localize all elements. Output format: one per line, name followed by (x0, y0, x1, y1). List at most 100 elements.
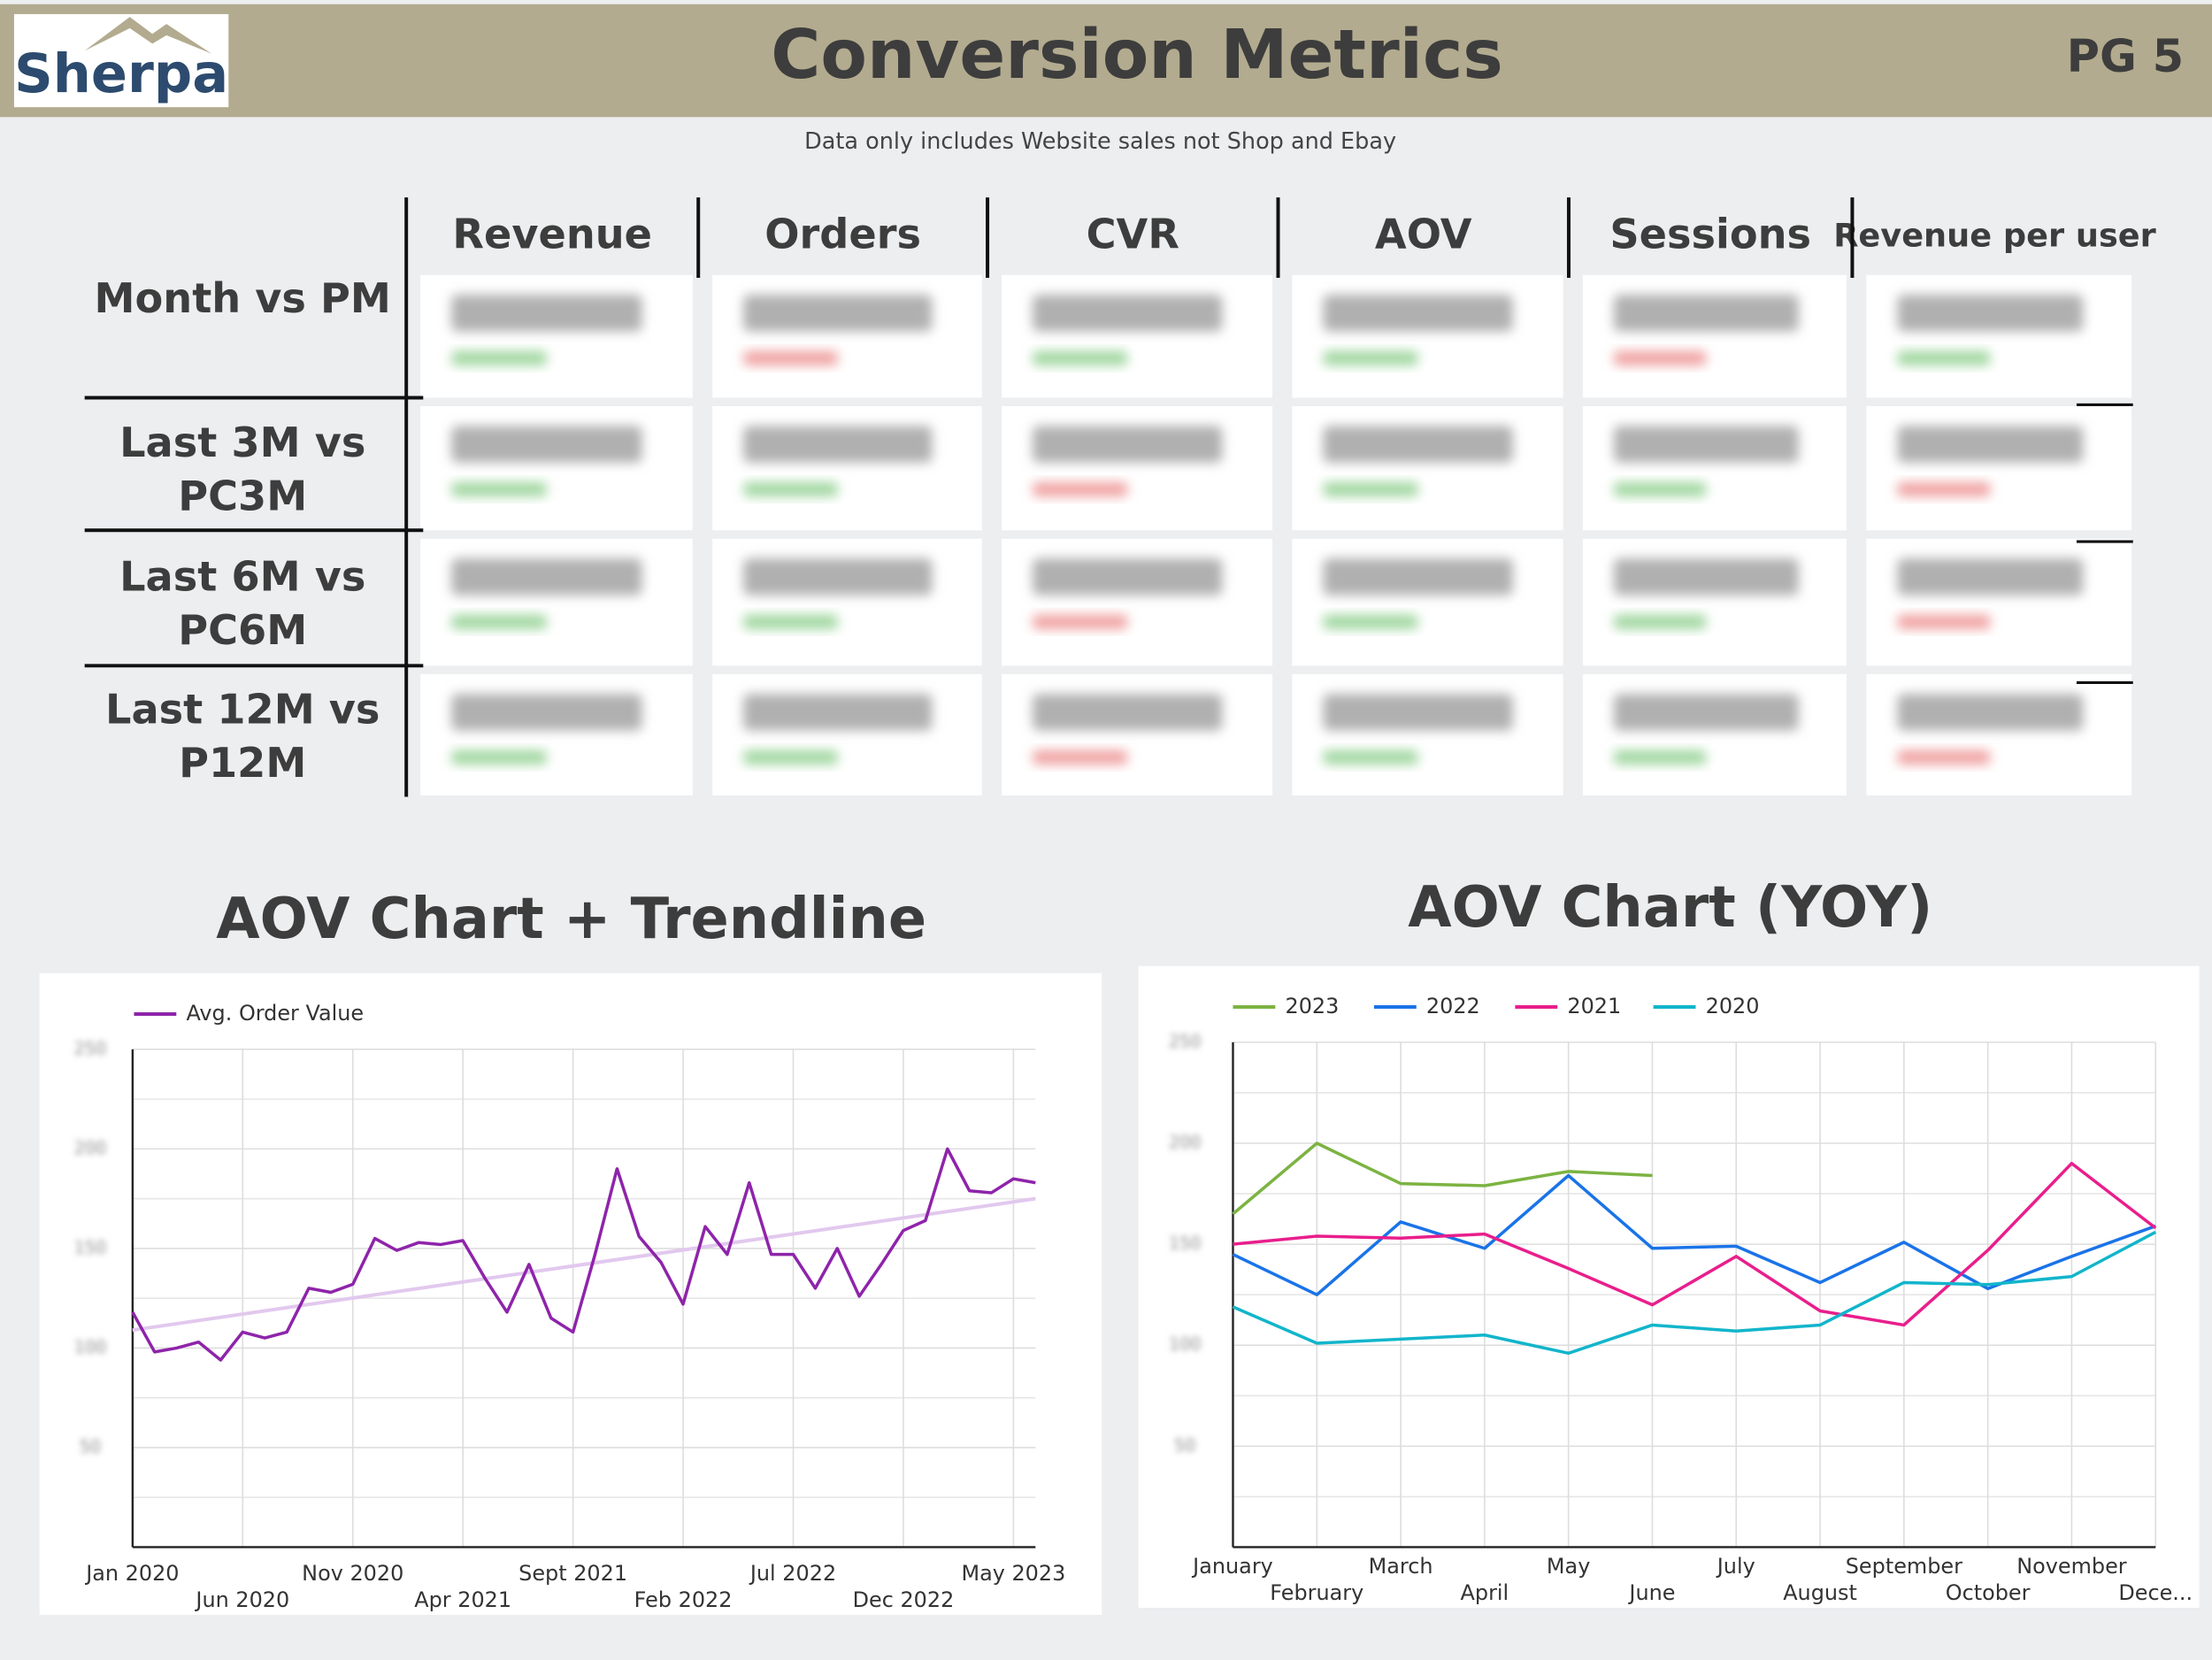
blurred-value (1033, 694, 1223, 731)
blurred-value (1323, 558, 1513, 596)
page-title: Conversion Metrics (771, 16, 1503, 95)
blurred-cell (1292, 538, 1563, 666)
blurred-value (1613, 426, 1799, 463)
blurred-value (1323, 295, 1513, 332)
x-tick-label: Nov 2020 (302, 1561, 403, 1586)
blurred-cell (1582, 673, 1847, 795)
blurred-change (743, 749, 838, 765)
blurred-change (451, 749, 547, 765)
blurred-value (1323, 426, 1513, 463)
blurred-value (1897, 426, 2084, 463)
data-line (1232, 1230, 2157, 1356)
blurred-cell (712, 538, 982, 666)
page-number: PG 5 (2067, 31, 2185, 83)
y-tick-label: 100 (1169, 1334, 1201, 1355)
blurred-value (451, 426, 642, 463)
blurred-value (1897, 558, 2084, 596)
blurred-change (1897, 749, 1991, 765)
blurred-cell (1582, 538, 1847, 666)
y-tick-label: 250 (74, 1038, 106, 1058)
blurred-change (1613, 614, 1707, 629)
legend-label: 2020 (1706, 994, 1760, 1018)
blurred-cell (1582, 274, 1847, 398)
blurred-value (1033, 558, 1223, 596)
blurred-cell (712, 274, 982, 398)
blurred-cell (1292, 673, 1563, 795)
x-tick-label: Sept 2021 (518, 1561, 627, 1586)
blurred-value (1613, 694, 1799, 731)
blurred-change (1323, 749, 1418, 765)
blurred-value (451, 694, 642, 731)
blurred-value (1897, 295, 2084, 332)
legend-label: 2021 (1567, 994, 1621, 1018)
logo-mountains (84, 17, 212, 54)
blurred-cell (1002, 538, 1273, 666)
blurred-change (743, 482, 838, 497)
blurred-cell (1582, 406, 1847, 531)
blurred-change (1613, 749, 1707, 765)
y-tick-label: 100 (74, 1337, 106, 1357)
blurred-value (743, 295, 933, 332)
blurred-cell (420, 406, 693, 531)
x-tick-label: Feb 2022 (634, 1587, 733, 1612)
logo-text: Sherpa (14, 43, 228, 105)
chart-title: AOV Chart (YOY) (1408, 875, 1932, 941)
column-header: Sessions (1609, 210, 1811, 257)
row-label: Month vs PM (95, 274, 391, 322)
blurred-change (1033, 482, 1128, 497)
x-tick-label: Dec 2022 (853, 1587, 955, 1612)
y-tick-label: 200 (74, 1138, 106, 1158)
x-tick-label: Dece... (2118, 1580, 2193, 1605)
legend-label: 2023 (1285, 994, 1339, 1018)
legend-label: Avg. Order Value (186, 1001, 364, 1026)
blurred-change (1323, 614, 1418, 629)
y-tick-label: 200 (1169, 1133, 1201, 1153)
x-tick-label: Jul 2022 (749, 1561, 836, 1586)
legend-label: 2022 (1426, 994, 1480, 1018)
x-tick-label: August (1783, 1580, 1857, 1605)
blurred-cell (1866, 274, 2132, 398)
data-line (1233, 1162, 2157, 1327)
x-tick-label: June (1627, 1580, 1675, 1605)
chart-panel (39, 972, 1102, 1615)
x-tick-label: April (1461, 1580, 1509, 1605)
blurred-change (1323, 350, 1418, 365)
x-tick-label: May (1547, 1554, 1590, 1579)
x-tick-label: Jan 2020 (84, 1561, 179, 1586)
blurred-cell (1866, 406, 2132, 531)
blurred-value (451, 295, 642, 332)
data-line (1232, 1141, 1653, 1216)
x-tick-label: Apr 2021 (414, 1587, 511, 1612)
row-label: Last 3M vs (119, 419, 365, 466)
header-band (0, 4, 2212, 118)
x-tick-label: November (2016, 1554, 2127, 1579)
blurred-change (1613, 482, 1707, 497)
column-header: Orders (764, 210, 921, 257)
y-tick-label: 150 (1169, 1233, 1201, 1254)
chart-panel (1138, 965, 2200, 1609)
y-tick-label: 50 (1174, 1435, 1195, 1456)
blurred-change (1897, 614, 1991, 629)
column-header: Revenue per user (1833, 216, 2156, 254)
blurred-value (743, 426, 933, 463)
blurred-cell (1866, 538, 2132, 666)
blurred-value (743, 694, 933, 731)
blurred-change (1033, 614, 1128, 629)
x-tick-label: September (1846, 1554, 1962, 1579)
blurred-change (1033, 749, 1128, 765)
y-tick-label: 150 (74, 1237, 106, 1257)
blurred-change (743, 350, 838, 365)
blurred-value (1033, 295, 1223, 332)
blurred-value (1897, 694, 2084, 731)
blurred-change (1897, 482, 1991, 497)
blurred-cell (1292, 406, 1563, 531)
blurred-value (1033, 426, 1223, 463)
blurred-value (1613, 295, 1799, 332)
blurred-cell (712, 406, 982, 531)
blurred-cell (712, 673, 982, 795)
row-label: P12M (179, 739, 306, 787)
blurred-change (743, 614, 838, 629)
column-header: Revenue (452, 210, 652, 257)
